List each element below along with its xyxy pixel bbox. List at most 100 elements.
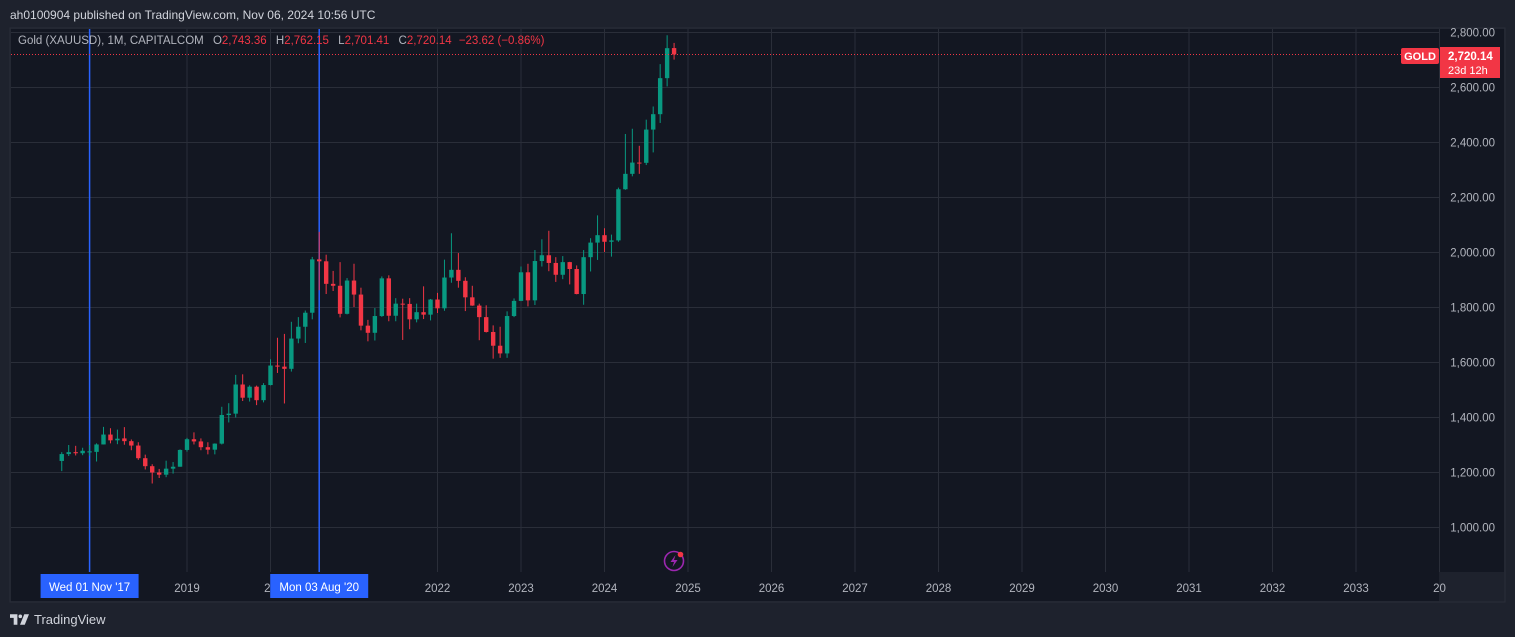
candle-body [226, 413, 231, 416]
candle-body [511, 300, 517, 317]
candle-body [101, 434, 106, 445]
candle-body [115, 438, 120, 441]
time-tick-label: 2028 [926, 583, 952, 595]
candle-body [435, 299, 440, 309]
grid-lines [11, 29, 1440, 572]
candle-body [351, 280, 357, 295]
marker-labels: Wed 01 Nov '17 Mon 03 Aug '20 [40, 574, 369, 598]
candle-body [240, 384, 245, 398]
price-tick-label: 1,000.00 [1450, 523, 1495, 535]
legend-low-label: L [338, 35, 345, 47]
time-tick-label: 2019 [174, 583, 200, 595]
time-axis-area[interactable] [11, 572, 1439, 601]
candle-body [421, 312, 426, 315]
price-tag-price: 2,720.14 [1448, 51, 1493, 63]
candle-body [156, 472, 162, 475]
candle-body [518, 272, 524, 301]
bottom-bar [0, 604, 1515, 637]
candle-body [477, 305, 482, 318]
candle-body [553, 262, 558, 275]
candle-body [372, 316, 378, 333]
candle-body [400, 303, 405, 305]
publisher-info: ah0100904 published on TradingView.com, … [10, 8, 376, 22]
legend-change: −23.62 (−0.86%) [458, 35, 545, 47]
legend-low: 2,701.41 [344, 35, 390, 47]
lightning-icon[interactable] [663, 550, 685, 572]
candle-body [261, 385, 266, 401]
candle-body [449, 269, 454, 278]
candle-body [254, 386, 259, 401]
candle-body [344, 280, 350, 314]
candle-body [59, 454, 64, 461]
candle-body [379, 278, 385, 317]
candle-body [323, 261, 329, 284]
candle-body [296, 326, 301, 339]
candle-body [330, 283, 336, 286]
candle-body [233, 384, 238, 414]
candle-body [504, 316, 510, 354]
price-axis-area[interactable] [1439, 29, 1504, 572]
time-tick-label: 2030 [1093, 583, 1119, 595]
candle-body [365, 325, 371, 333]
candle-body [428, 299, 433, 315]
legend-close-label: C [398, 35, 407, 47]
date-marker-label: Wed 01 Nov '17 [49, 582, 130, 594]
candle-body [637, 162, 642, 164]
time-tick-label: 2029 [1009, 583, 1035, 595]
candles [59, 35, 677, 484]
price-tag-countdown: 23d 12h [1448, 65, 1488, 77]
candle-body [184, 439, 190, 450]
candle-body [567, 262, 572, 269]
candle-body [212, 443, 218, 450]
tradingview-logo-icon [10, 614, 29, 625]
candle-body [623, 173, 628, 190]
candle-body [150, 466, 155, 473]
legend-close: 2,720.14 [406, 35, 452, 47]
time-tick-label: 2027 [842, 583, 868, 595]
candle-body [490, 331, 496, 346]
price-tick-label: 1,400.00 [1450, 413, 1495, 425]
candle-body [358, 294, 364, 326]
price-tick-label: 2,400.00 [1450, 138, 1495, 150]
price-tag-symbol: GOLD [1404, 51, 1436, 63]
tradingview-brand: TradingView [34, 612, 106, 627]
price-tick-label: 2,600.00 [1450, 83, 1495, 95]
candle-body [282, 366, 287, 369]
candle-body [136, 445, 141, 459]
chart-frame [9, 27, 1506, 603]
candle-body [80, 450, 85, 454]
candle-body [66, 452, 71, 455]
plot-area[interactable] [11, 29, 1439, 572]
candle-body [87, 451, 92, 453]
time-tick-label: 2022 [425, 583, 451, 595]
candle-body [609, 240, 614, 242]
candle-body [317, 259, 322, 262]
candle-body [630, 162, 635, 174]
candle-body [574, 269, 579, 295]
candle-body [546, 255, 552, 263]
candle-body [484, 317, 489, 332]
candle-body [595, 235, 600, 243]
candle-body [177, 449, 183, 467]
candle-body [581, 257, 586, 295]
candle-body [664, 48, 670, 79]
candle-body [94, 444, 99, 452]
time-tick-label: 2024 [592, 583, 618, 595]
legend-symbol[interactable]: Gold (XAUUSD), 1M, CAPITALCOM [18, 35, 204, 47]
time-tick-label: 2032 [1260, 583, 1286, 595]
candle-body [205, 447, 211, 450]
legend-high-label: H [275, 35, 285, 47]
top-bar: ah0100904 published on TradingView.com, … [0, 0, 1515, 28]
candle-body [532, 261, 538, 301]
candle-body [539, 255, 545, 262]
candle-body [407, 303, 412, 320]
candle-body [525, 272, 531, 301]
tradingview-logo[interactable]: TradingView [10, 612, 106, 627]
candle-body [497, 345, 503, 354]
candle-body [657, 78, 663, 115]
date-markers [88, 29, 320, 572]
candle-body [275, 365, 280, 367]
candle-body [310, 259, 315, 313]
candle-body [191, 439, 197, 442]
